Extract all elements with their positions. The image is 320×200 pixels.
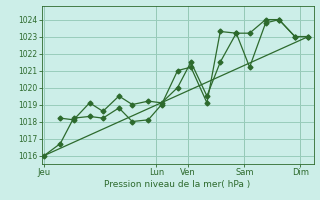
- X-axis label: Pression niveau de la mer( hPa ): Pression niveau de la mer( hPa ): [104, 180, 251, 189]
